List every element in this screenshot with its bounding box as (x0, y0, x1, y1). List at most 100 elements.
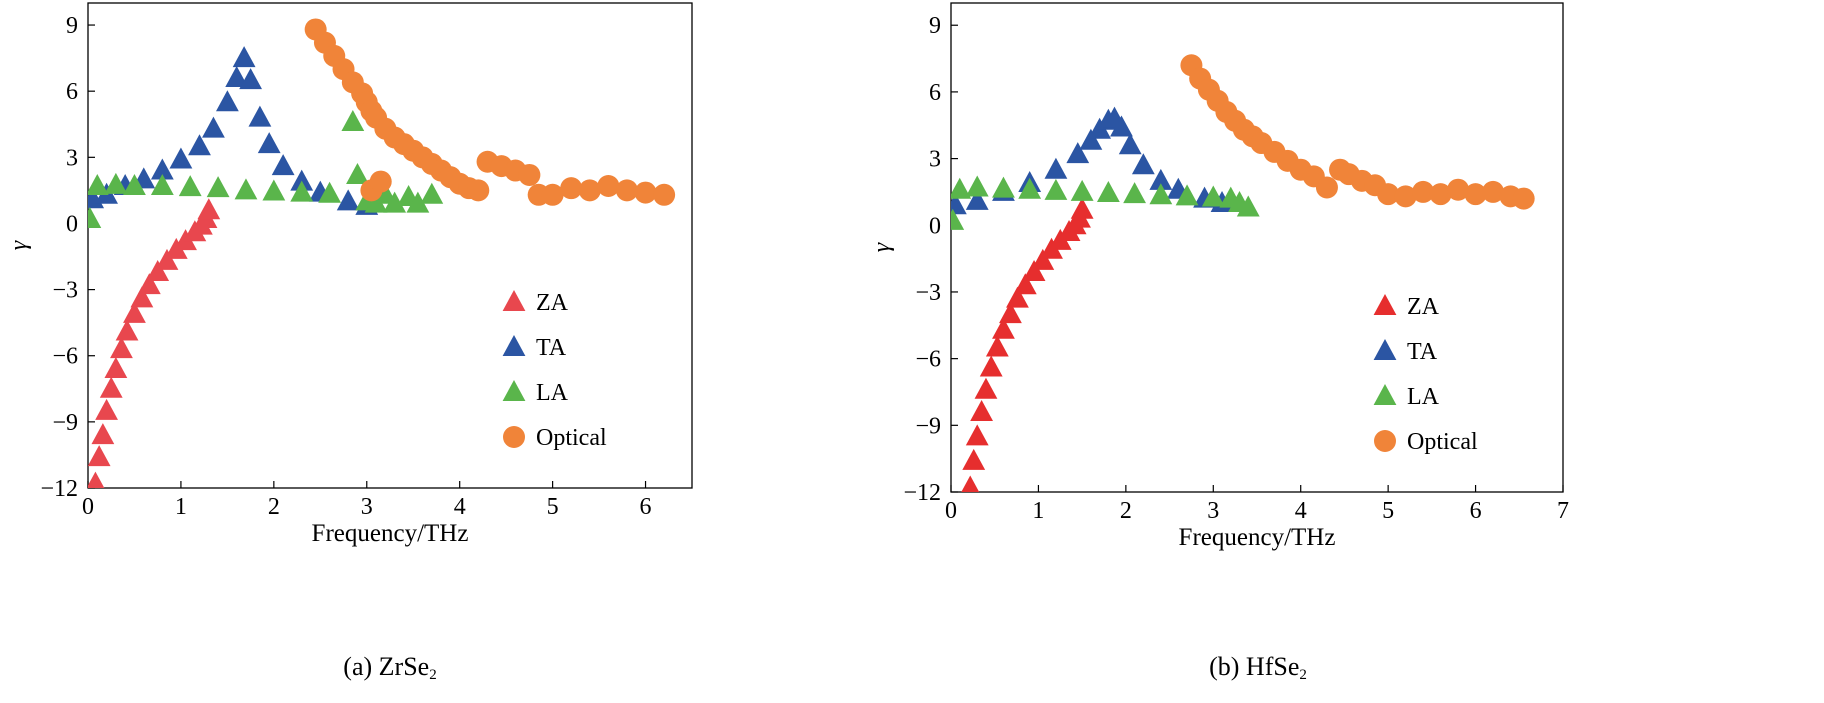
chart-b-za-point (1070, 197, 1094, 219)
chart-a-series-za (88, 198, 221, 488)
chart-b-y-tick-label: −9 (915, 413, 941, 439)
chart-b-ta-point (1044, 157, 1068, 179)
chart-a-la-point (262, 179, 286, 201)
chart-b-ta-point (1110, 115, 1133, 137)
chart-a-optical-point (541, 183, 564, 206)
chart-a-la-point (88, 207, 102, 229)
chart-b-caption-sub: 2 (1299, 667, 1307, 683)
chart-a-ta-point (239, 68, 263, 90)
chart-b-series-optical (1180, 54, 1535, 210)
chart-a-za-point (104, 356, 128, 378)
chart-b-la-point (1096, 181, 1120, 203)
chart-b-caption-text: (b) HfSe (1209, 652, 1300, 681)
chart-b-ta-point (1079, 128, 1103, 150)
chart-a-legend-label-optical: Optical (536, 425, 607, 451)
chart-a-la-point (88, 173, 109, 195)
chart-a-ta-point (248, 105, 272, 127)
chart-b-za-point (985, 335, 1009, 357)
chart-a-la-point (104, 172, 128, 194)
chart-a-series-la (88, 110, 444, 229)
chart-b-optical-point (1377, 183, 1400, 206)
chart-b-optical-point (1464, 183, 1487, 206)
chart-b-x-tick-label: 3 (1207, 498, 1219, 524)
chart-a-y-tick-label: 9 (66, 13, 78, 39)
chart-a-la-point (318, 181, 341, 203)
chart-a-za-point (88, 445, 111, 467)
chart-b-legend-label-ta: TA (1407, 339, 1438, 365)
chart-a-y-tick-label: −9 (52, 410, 78, 436)
chart-b-za-point (965, 424, 989, 446)
chart-a-legend-label-ta: TA (536, 335, 567, 361)
chart-b-legend-marker-ta (1373, 339, 1397, 360)
chart-a-optical-point (653, 183, 676, 206)
chart-a-optical-point (578, 179, 601, 202)
chart-b-x-tick-label: 6 (1470, 498, 1482, 524)
chart-b-x-axis-label: Frequency/THz (1179, 524, 1336, 551)
chart-b-ta-point (965, 188, 989, 210)
chart-a-la-point (150, 173, 174, 195)
chart-b-za-point (1022, 259, 1046, 281)
chart-a-ta-point (215, 90, 239, 112)
chart-a-optical-point (560, 177, 583, 200)
chart-a-y-tick-label: −3 (52, 278, 78, 304)
chart-b-legend-label-la: LA (1407, 384, 1440, 410)
chart-b-optical-point (1447, 178, 1470, 201)
chart-a-x-tick-label: 5 (547, 494, 559, 520)
chart-a-za-point (91, 423, 115, 445)
chart-b-y-tick-label: 6 (929, 80, 941, 106)
chart-b-la-point (1236, 195, 1260, 217)
chart-b-la-point (1201, 185, 1225, 207)
chart-a-optical-point (518, 163, 541, 186)
chart-b-plot-frame (950, 2, 1564, 493)
chart-a-za-point (115, 319, 139, 341)
chart-a-x-tick-label: 2 (268, 494, 280, 520)
chart-b-y-tick-label: −3 (915, 280, 941, 306)
chart-a-la-point (341, 110, 365, 132)
chart-a-la-point (406, 191, 430, 213)
chart-b-za-point (1031, 248, 1055, 270)
chart-a-optical-point (634, 181, 657, 204)
chart-b-legend-marker-optical (1374, 430, 1396, 452)
chart-a-ta-point (336, 189, 360, 211)
chart-b-series-la (951, 175, 1260, 230)
chart-a-y-tick-label: −12 (40, 476, 78, 502)
chart-b-za-point (979, 355, 1003, 377)
chart-b-y-tick-label: 9 (929, 13, 941, 39)
chart-a-plot-frame (87, 2, 693, 489)
chart-a-series-optical (304, 18, 676, 206)
chart-b-za-point (961, 475, 980, 492)
chart-a-la-point (420, 182, 444, 204)
chart-a-za-point (155, 248, 179, 270)
chart-b-y-tick-label: −6 (915, 347, 941, 373)
chart-b-la-point (1123, 182, 1146, 204)
chart-a-optical-point (369, 170, 392, 193)
chart-b-za-point (970, 399, 993, 421)
chart-b-la-point (951, 177, 972, 199)
chart-b-la-point (1070, 179, 1094, 201)
chart-b-za-point (974, 377, 998, 399)
chart-a-za-point (130, 286, 154, 308)
chart-b-la-point (951, 208, 965, 230)
chart-a-ta-point (225, 65, 249, 87)
chart-b-x-tick-label: 4 (1295, 498, 1307, 524)
chart-a-la-point (290, 180, 314, 202)
chart-b-la-point (1149, 183, 1173, 205)
chart-a-optical-point (467, 179, 490, 202)
chart-a-y-axis-label: γ (6, 240, 32, 250)
chart-b-x-tick-label: 0 (945, 498, 957, 524)
chart-b-za-point (1013, 273, 1037, 295)
chart-a-legend-marker-la (502, 380, 526, 401)
chart-a-svg: 0 1 2 3 4 5 6 −12 −9 −6 −3 0 3 6 9 Frequency/THz γ ZA TA LA… (6, 2, 693, 547)
chart-a-y-tick-label: −6 (52, 344, 78, 370)
chart-b-za-point (992, 317, 1015, 339)
chart-a-za-point (123, 301, 146, 323)
chart-panel-a: 0 1 2 3 4 5 6 −12 −9 −6 −3 0 3 6 9 Frequency/THz γ ZA TA LA… (0, 0, 900, 683)
chart-a-y-tick-label: 3 (66, 145, 78, 171)
chart-b-za-point (962, 448, 986, 470)
chart-b-optical-point (1429, 183, 1452, 206)
chart-b-la-point (1044, 178, 1068, 200)
chart-a-za-point (146, 259, 170, 281)
chart-b-la-point (992, 176, 1015, 198)
chart-a-legend-marker-ta (502, 335, 526, 356)
chart-a-ta-point (271, 154, 295, 176)
